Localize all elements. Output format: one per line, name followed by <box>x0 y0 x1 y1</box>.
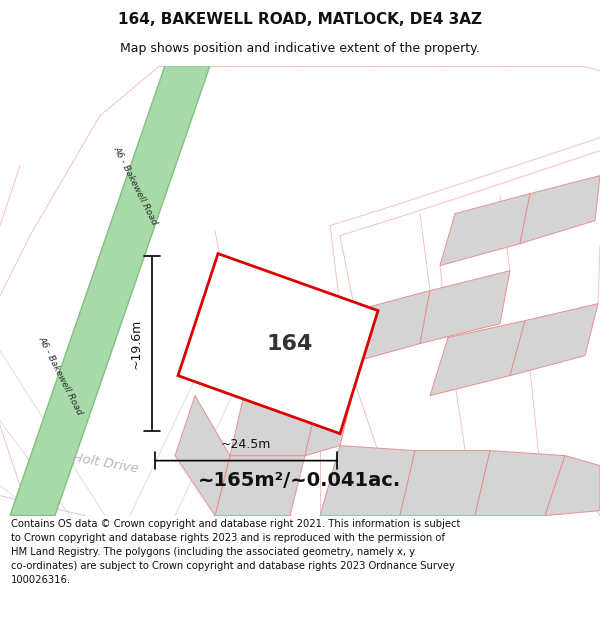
Polygon shape <box>178 254 378 434</box>
Text: 164: 164 <box>267 334 313 354</box>
Polygon shape <box>320 446 415 516</box>
Polygon shape <box>230 391 320 456</box>
Polygon shape <box>305 384 355 456</box>
Polygon shape <box>420 271 510 344</box>
Polygon shape <box>520 176 600 244</box>
Text: A6 - Bakewell Road: A6 - Bakewell Road <box>111 145 159 226</box>
Polygon shape <box>10 66 210 516</box>
Polygon shape <box>175 396 230 516</box>
Text: Holt Drive: Holt Drive <box>71 451 139 476</box>
Polygon shape <box>510 304 598 376</box>
Polygon shape <box>430 321 525 396</box>
Text: Map shows position and indicative extent of the property.: Map shows position and indicative extent… <box>120 42 480 55</box>
Text: 164, BAKEWELL ROAD, MATLOCK, DE4 3AZ: 164, BAKEWELL ROAD, MATLOCK, DE4 3AZ <box>118 12 482 27</box>
Polygon shape <box>545 456 600 516</box>
Polygon shape <box>215 456 305 516</box>
Polygon shape <box>400 451 490 516</box>
Polygon shape <box>440 194 530 266</box>
Text: ~165m²/~0.041ac.: ~165m²/~0.041ac. <box>199 471 401 490</box>
Text: ~19.6m: ~19.6m <box>130 319 143 369</box>
Text: A6 - Bakewell Road: A6 - Bakewell Road <box>36 335 84 416</box>
Polygon shape <box>340 291 430 366</box>
Text: ~24.5m: ~24.5m <box>221 438 271 451</box>
Text: Contains OS data © Crown copyright and database right 2021. This information is : Contains OS data © Crown copyright and d… <box>11 519 460 585</box>
Polygon shape <box>475 451 565 516</box>
